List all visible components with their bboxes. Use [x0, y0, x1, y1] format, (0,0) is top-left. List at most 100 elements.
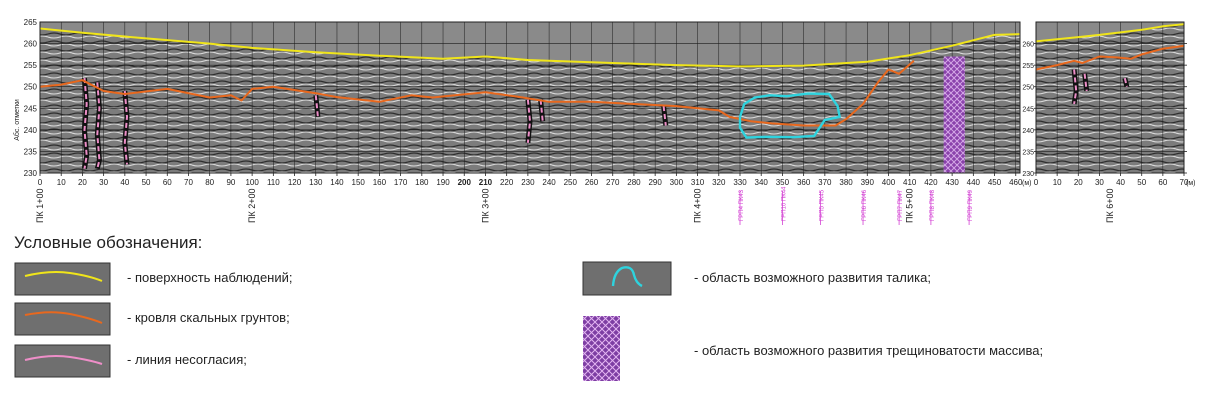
main-y-tick-label: 260 — [24, 40, 38, 49]
sec-unconformity-line — [1123, 77, 1128, 87]
main-x-tick-label: 10 — [57, 178, 66, 187]
sec-series-surface — [1035, 23, 1185, 43]
main-x-tick-label: 240 — [542, 178, 556, 187]
sec-station-label: ПК 6+00 — [1105, 189, 1115, 223]
main-x-tick-label: 90 — [226, 178, 235, 187]
legend-text-fracture: - область возможного развития трещиноват… — [694, 343, 1043, 358]
sec-axes: 0 10 20 30 40 50 60 70(м)ПК 6+00230235240245250… — [1022, 21, 1195, 223]
secondary-profile-chart: 0 10 20 30 40 50 60 70(м)ПК 6+00230235240245250… — [1022, 21, 1195, 223]
main-x-tick-label: 450 — [988, 178, 1002, 187]
legend-swatch-bedrock — [14, 302, 111, 336]
legend-line-unconformity — [24, 355, 103, 365]
main-y-tick-label: 240 — [24, 126, 38, 135]
sec-y-tick-label: 250 — [1022, 85, 1034, 92]
main-x-tick-label: 30 — [99, 178, 108, 187]
main-x-tick-label: 420 — [924, 178, 938, 187]
sec-plot-bg — [1036, 22, 1184, 173]
legend-text-talik: - область возможного развития талика; — [694, 270, 931, 285]
legend-swatch-unconformity — [14, 344, 111, 378]
main-station-label: ПК 3+00 — [480, 189, 490, 223]
main-x-tick-label: 190 — [436, 178, 450, 187]
main-unconformity-shadow — [81, 77, 90, 170]
sec-y-tick-label: 235 — [1022, 149, 1034, 156]
main-x-tick-label: 150 — [352, 178, 366, 187]
main-x-tick-label: 140 — [330, 178, 344, 187]
main-y-tick-label: 255 — [24, 61, 38, 70]
main-unconformity-line — [83, 78, 88, 169]
main-unconformity-line — [539, 99, 544, 122]
main-x-tick-label: 320 — [712, 178, 726, 187]
main-station-label: ПК 1+00 — [35, 189, 45, 223]
main-x-tick-label: 410 — [903, 178, 917, 187]
main-x-tick-label: 370 — [818, 178, 832, 187]
main-x-tick-label: 60 — [163, 178, 172, 187]
main-x-tick-label: 430 — [945, 178, 959, 187]
main-x-tick-label: 270 — [606, 178, 620, 187]
legend-text-bedrock: - кровля скальных грунтов; — [127, 310, 290, 325]
main-x-tick-label: 440 — [967, 178, 981, 187]
main-y-tick-label: 250 — [24, 83, 38, 92]
sec-x-tick-label: 0 — [1034, 178, 1039, 187]
main-x-tick-label: 170 — [394, 178, 408, 187]
main-unconformity-line — [314, 95, 319, 117]
sec-above-surface-area — [1036, 22, 1184, 42]
main-series — [39, 27, 1021, 139]
main-well-label: ГРП7 ПК47 — [898, 189, 904, 221]
main-above-surface-area — [40, 22, 1020, 67]
sec-x-unit-label: (м) — [1186, 180, 1195, 187]
main-profile-chart: 230 235 240 245 250 255 260 265 0 10 20 30 40 50 60 70 8… — [13, 18, 1031, 225]
main-x-tick-label: 0 — [38, 178, 43, 187]
main-series-bedrock — [39, 60, 915, 127]
main-x-tick-label: 40 — [120, 178, 129, 187]
main-x-tick-label: 250 — [564, 178, 578, 187]
main-x-tick-label: 310 — [691, 178, 705, 187]
sec-y-tick-label: 260 — [1022, 42, 1034, 49]
main-well-label: ГРП9 ПК49 — [968, 189, 974, 221]
main-unconformity-line — [123, 90, 129, 165]
main-x-tick-label: 50 — [142, 178, 151, 187]
main-series-taliks — [738, 92, 841, 139]
main-x-tick-label: 300 — [670, 178, 684, 187]
main-fracture-zone — [943, 56, 965, 174]
main-overlays — [81, 56, 965, 174]
main-x-tick-label: 80 — [205, 178, 214, 187]
main-x-tick-label: 160 — [373, 178, 387, 187]
main-unconformity-line — [662, 105, 667, 126]
main-x-tick-label: 180 — [415, 178, 429, 187]
sec-x-tick-label: 30 — [1095, 178, 1104, 187]
main-series-surface — [39, 27, 1021, 68]
main-x-tick-label: 340 — [755, 178, 769, 187]
main-station-label: ПК 5+00 — [905, 189, 915, 223]
sec-unconformity-line — [1083, 73, 1088, 92]
main-station-label: ПК 4+00 — [693, 189, 703, 223]
legend-line-talik — [611, 266, 643, 288]
main-well-label: ГРП10 ПК44 — [781, 186, 787, 221]
sec-series-bedrock — [1035, 44, 1185, 71]
main-x-tick-label: 360 — [797, 178, 811, 187]
legend-swatch-fracture — [583, 316, 620, 381]
sec-plot-frame — [1035, 21, 1185, 174]
main-station-label: ПК 2+00 — [247, 189, 257, 223]
sec-x-tick-label: 70 — [1180, 178, 1189, 187]
main-x-tick-label: 210 — [479, 178, 493, 187]
sec-radargram — [1036, 22, 1184, 173]
legend-line-bedrock — [24, 311, 103, 324]
main-y-tick-label: 265 — [24, 18, 38, 27]
main-x-tick-label: 70 — [184, 178, 193, 187]
main-x-tick-label: 110 — [267, 178, 280, 187]
sec-x-tick-label: 40 — [1116, 178, 1125, 187]
main-x-tick-label: 350 — [776, 178, 790, 187]
main-x-tick-label: 280 — [627, 178, 641, 187]
legend-text-unconformity: - линия несогласия; — [127, 352, 247, 367]
main-y-tick-label: 230 — [24, 169, 38, 178]
main-x-tick-label: 200 — [458, 178, 472, 187]
main-y-tick-label: 245 — [24, 104, 38, 113]
main-x-tick-label: 330 — [733, 178, 747, 187]
main-plot-bg — [40, 22, 1020, 173]
main-well-label: ГРП5 ПК45 — [820, 189, 826, 221]
main-unconformity-line — [96, 82, 101, 169]
legend: Условные обозначения: - поверхность набл… — [14, 233, 1043, 381]
main-well-label: ГРП8 ПК48 — [930, 189, 936, 221]
main-x-tick-label: 380 — [839, 178, 853, 187]
